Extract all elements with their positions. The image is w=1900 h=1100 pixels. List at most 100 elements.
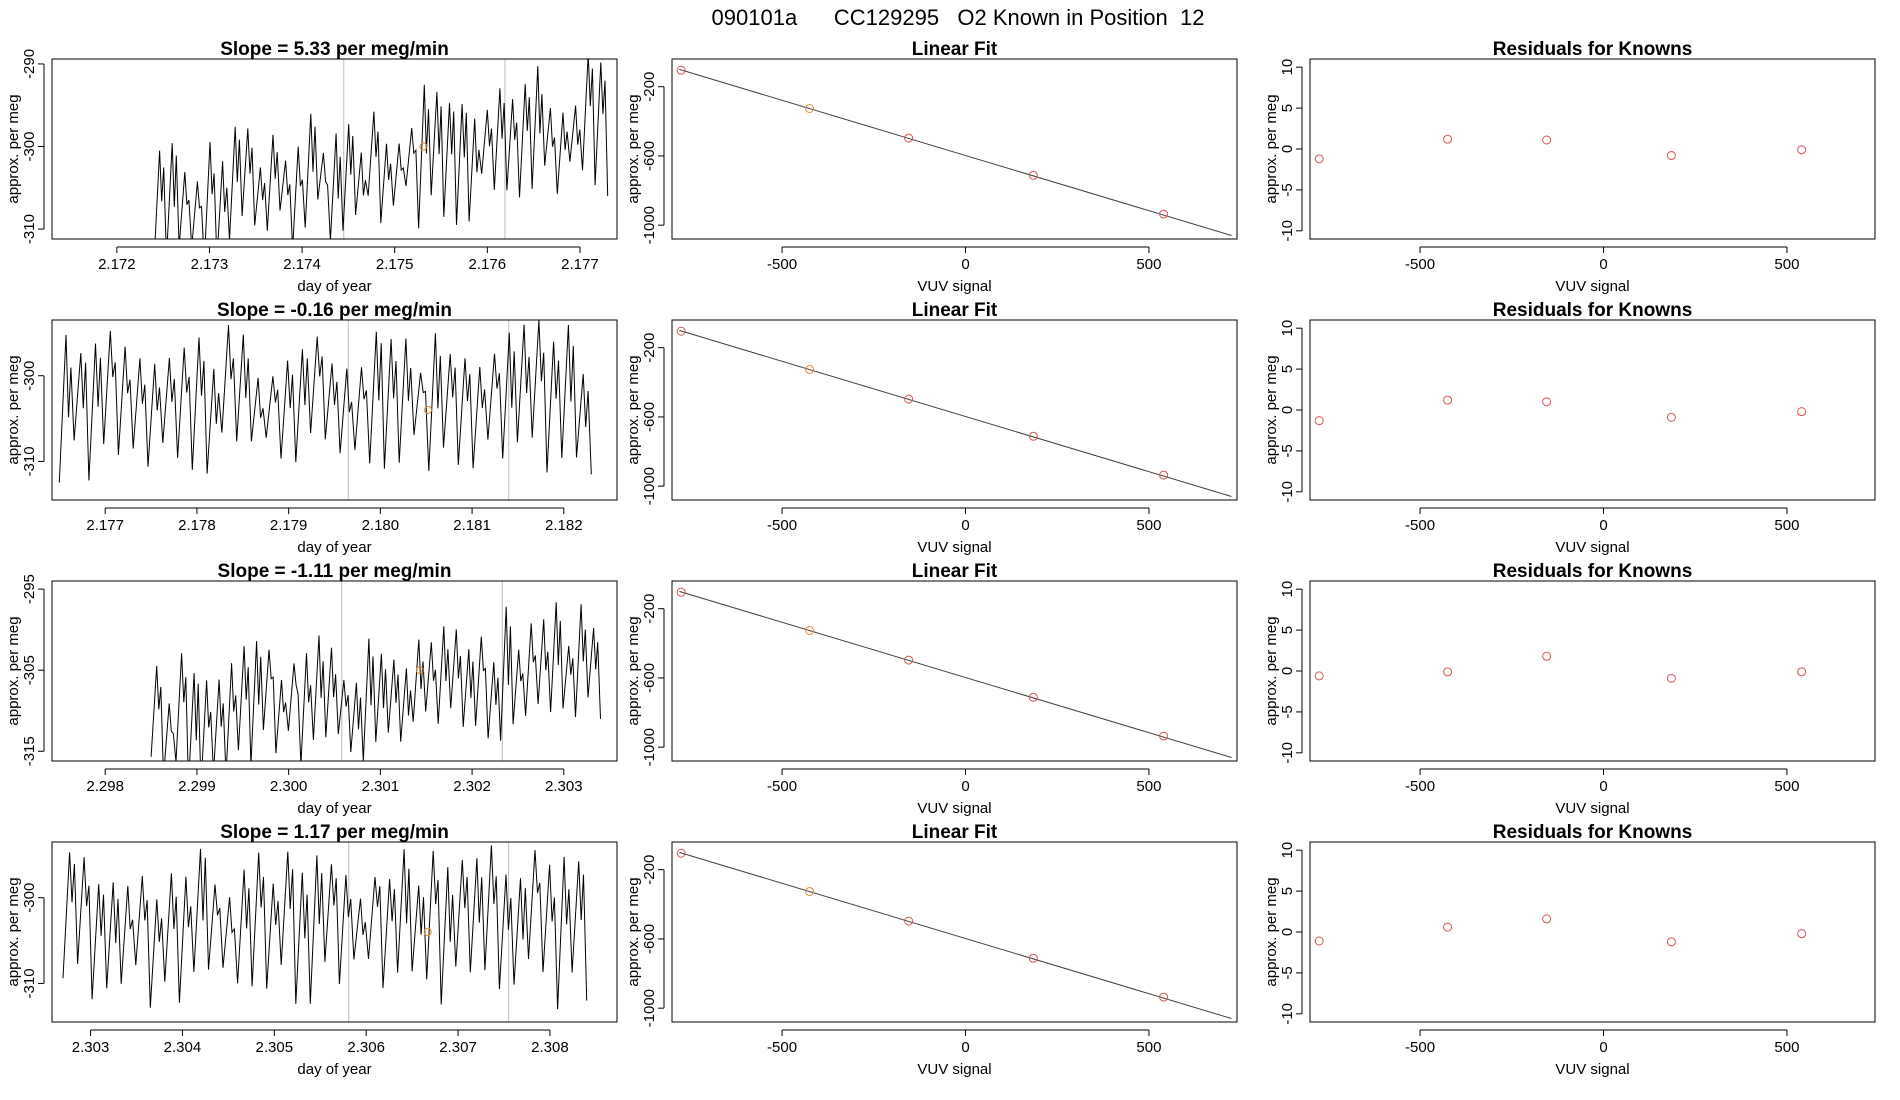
row3-fit-ytick-label: -200	[641, 594, 658, 624]
row2-timeseries-xtick-label: 2.182	[545, 517, 583, 534]
row4-residuals-ytick-label: 0	[1279, 928, 1296, 936]
row3-trace-line	[150, 602, 601, 761]
row1-timeseries-title: Slope = 5.33 per meg/min	[220, 39, 449, 60]
row4-fit-line	[679, 851, 1232, 1020]
row4-residuals-panel: -500 0 500 10 5 0 -5 -10 Residuals for Knowns VUV…	[1263, 822, 1876, 1078]
row4-fit-xtick-label: 500	[1136, 1039, 1161, 1056]
row2-fit-plot-area	[676, 326, 1232, 498]
row2-residuals-ytick-label: 5	[1279, 365, 1296, 373]
row2-residuals-xtick-label: 500	[1774, 517, 1799, 534]
row4-timeseries-frame	[51, 841, 618, 1023]
row3-residuals-title: Residuals for Knowns	[1493, 561, 1693, 582]
row1-timeseries-plot-area	[154, 59, 609, 239]
row2-timeseries-xlabel: day of year	[297, 539, 371, 556]
row2-fit-xtick-label: 0	[961, 517, 969, 534]
row2-fit-ytick-label: -200	[641, 333, 658, 363]
row2-timeseries-xtick-label: 2.177	[86, 517, 124, 534]
row3-fit-point	[676, 587, 686, 597]
row4-fit-ytick-label: -1000	[641, 989, 658, 1027]
row4-residual-point	[1443, 922, 1453, 932]
row2-timeseries-xtick-label: 2.180	[362, 517, 400, 534]
row2-fit-xtick-label: 500	[1136, 517, 1161, 534]
row3-residuals-xtick-label: -500	[1405, 778, 1435, 795]
row1-timeseries-xtick-label: 2.174	[283, 256, 321, 273]
row3-timeseries-xtick-label: 2.303	[545, 778, 583, 795]
row2-timeseries-ytick-label: -300	[21, 361, 38, 391]
row4-fit-ytick-label: -200	[641, 855, 658, 885]
row3-timeseries-title: Slope = -1.11 per meg/min	[218, 561, 452, 582]
row3-timeseries-frame	[51, 580, 618, 762]
row4-residual-point	[1797, 929, 1807, 939]
row2-timeseries-plot-area	[58, 320, 592, 500]
row3-residuals-ytick-label: 5	[1279, 626, 1296, 634]
row2-fit-panel: -500 0 500 -200 -600 -1000 Linear Fit VUV signa…	[625, 300, 1238, 556]
row4-timeseries-ytick-label: -300	[21, 883, 38, 913]
row3-residuals-ylabel: approx. per meg	[1263, 616, 1280, 725]
row1-residuals-frame	[1309, 58, 1876, 240]
row1-fit-xlabel: VUV signal	[917, 278, 991, 295]
row1-residuals-xtick-label: 0	[1599, 256, 1607, 273]
row3-timeseries-xtick-label: 2.300	[270, 778, 308, 795]
row2-timeseries-ytick-label: -310	[21, 446, 38, 476]
row1-timeseries-xtick-label: 2.175	[376, 256, 414, 273]
row2-fit-ytick-label: -1000	[641, 467, 658, 505]
row4-timeseries-panel: 2.303 2.304 2.305 2.306 2.307 2.308 -300 -310 Sl…	[5, 822, 618, 1078]
row4-residuals-xtick-label: 0	[1599, 1039, 1607, 1056]
row3-fit-ytick-label: -1000	[641, 728, 658, 766]
row1-residuals-ylabel: approx. per meg	[1263, 94, 1280, 203]
row1-known-point	[419, 142, 428, 151]
row2-residual-point	[1542, 397, 1552, 407]
row4-timeseries-xlabel: day of year	[297, 1061, 371, 1078]
row1-fit-ytick-label: -200	[641, 72, 658, 102]
row1-fit-point	[1028, 170, 1038, 180]
row1-timeseries-xtick-label: 2.172	[98, 256, 136, 273]
row3-fit-plot-area	[676, 587, 1232, 759]
row4-residuals-xtick-label: 500	[1774, 1039, 1799, 1056]
row1-fit-point	[805, 104, 815, 113]
row4-residuals-ytick-label: 10	[1279, 842, 1296, 859]
row1-timeseries-panel: 2.172 2.173 2.174 2.175 2.176 2.177 -290 -300 -3…	[5, 39, 618, 295]
row4-residuals-title: Residuals for Knowns	[1493, 822, 1693, 843]
row1-fit-xtick-label: 0	[961, 256, 969, 273]
row2-residuals-plot-area	[1314, 395, 1807, 426]
row2-residuals-xlabel: VUV signal	[1555, 539, 1629, 556]
row4-residuals-plot-area	[1314, 914, 1807, 947]
row1-residuals-ytick-label: 0	[1279, 145, 1296, 153]
row3-fit-xtick-label: 500	[1136, 778, 1161, 795]
row2-timeseries-panel: 2.177 2.178 2.179 2.180 2.181 2.182 -300 -310 Sl…	[5, 300, 618, 556]
row4-fit-ylabel: approx. per meg	[625, 877, 642, 986]
row2-timeseries-title: Slope = -0.16 per meg/min	[217, 300, 452, 321]
row1-residual-point	[1666, 151, 1676, 161]
row4-fit-point	[676, 848, 686, 858]
row1-residuals-panel: -500 0 500 10 5 0 -5 -10 Residuals for Knowns VUV…	[1263, 39, 1876, 295]
row2-fit-point	[805, 365, 815, 374]
row3-residual-point	[1797, 667, 1807, 677]
row4-timeseries-xtick-label: 2.306	[347, 1039, 385, 1056]
row2-residuals-xtick-label: -500	[1405, 517, 1435, 534]
row3-timeseries-xtick-label: 2.299	[178, 778, 216, 795]
row1-fit-ytick-label: -1000	[641, 206, 658, 244]
row4-residuals-ytick-label: -5	[1279, 966, 1296, 979]
row1-timeseries-frame	[51, 58, 618, 240]
row4-trace-line	[62, 845, 588, 1010]
row4-timeseries-ylabel: approx. per meg	[5, 877, 22, 986]
row3-timeseries-xlabel: day of year	[297, 800, 371, 817]
row4-residuals-ytick-label: -10	[1279, 1003, 1296, 1025]
row1-fit-line	[679, 68, 1232, 237]
row2-timeseries-ylabel: approx. per meg	[5, 355, 22, 464]
row2-residuals-ytick-label: -10	[1279, 481, 1296, 503]
row4-fit-point	[805, 887, 815, 896]
row1-trace-line	[154, 59, 609, 239]
row2-fit-frame	[671, 319, 1238, 501]
row1-residuals-ytick-label: -5	[1279, 183, 1296, 196]
row2-residual-point	[1314, 416, 1324, 426]
row2-timeseries-xtick-label: 2.179	[270, 517, 308, 534]
row4-fit-xtick-label: 0	[961, 1039, 969, 1056]
row3-residuals-xtick-label: 500	[1774, 778, 1799, 795]
row3-known-point	[415, 666, 424, 675]
row4-fit-xtick-label: -500	[767, 1039, 797, 1056]
row3-residual-point	[1542, 651, 1552, 661]
row2-residuals-xtick-label: 0	[1599, 517, 1607, 534]
row2-timeseries-xtick-label: 2.178	[178, 517, 216, 534]
